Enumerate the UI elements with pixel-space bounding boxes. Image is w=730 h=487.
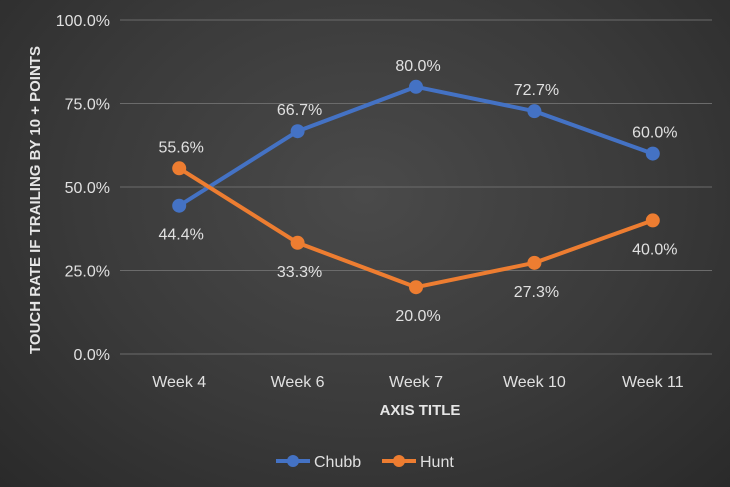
x-axis-title: AXIS TITLE [380,402,461,419]
x-axis-ticks: Week 4 Week 6 Week 7 Week 10 Week 11 [152,374,684,391]
x-tick-label: Week 6 [271,374,325,391]
data-point-hunt [645,213,660,228]
legend-marker [393,455,405,467]
data-point-hunt [527,255,542,270]
y-tick-label: 75.0% [65,97,110,114]
data-label: 20.0% [395,308,440,325]
series-line-chubb [177,84,655,208]
y-tick-label: 25.0% [65,264,110,281]
x-tick-label: Week 4 [152,374,206,391]
x-tick-label: Week 7 [389,374,443,391]
legend-item-chubb: Chubb [276,454,361,471]
legend-item-hunt: Hunt [382,454,454,471]
data-label: 44.4% [159,227,204,244]
data-label: 27.3% [514,284,559,301]
series-points [172,79,660,295]
data-label: 66.7% [277,102,322,119]
data-label: 40.0% [632,241,677,258]
data-point-hunt [409,280,423,295]
y-tick-label: 50.0% [65,180,110,197]
x-tick-label: Week 11 [622,374,684,391]
series-line-hunt [177,166,655,290]
data-point-hunt [172,161,187,176]
y-axis-ticks: 0.0% 25.0% 50.0% 75.0% 100.0% [56,13,110,364]
data-point-hunt [290,235,305,250]
gridlines [120,19,712,355]
data-labels: 44.4% 66.7% 80.0% 72.7% 60.0% 55.6% 33.3% 20.0%… [159,58,678,325]
data-label: 60.0% [632,125,677,142]
data-point-chubb [645,146,660,161]
data-label: 80.0% [395,58,440,75]
legend-label: Hunt [420,454,454,471]
legend-marker [287,455,299,467]
y-tick-label: 100.0% [56,13,110,30]
data-point-chubb [172,198,187,213]
x-tick-label: Week 10 [503,374,566,391]
data-point-chubb [527,104,542,119]
data-label: 55.6% [159,139,204,156]
data-point-chubb [290,124,305,139]
y-tick-label: 0.0% [74,347,110,364]
y-axis-title: TOUCH RATE IF TRAILING BY 10 + POINTS [27,46,44,354]
data-label: 72.7% [514,82,559,99]
data-label: 33.3% [277,264,322,281]
legend: Chubb Hunt [276,454,454,471]
legend-label: Chubb [314,454,361,471]
data-point-chubb [409,79,423,94]
